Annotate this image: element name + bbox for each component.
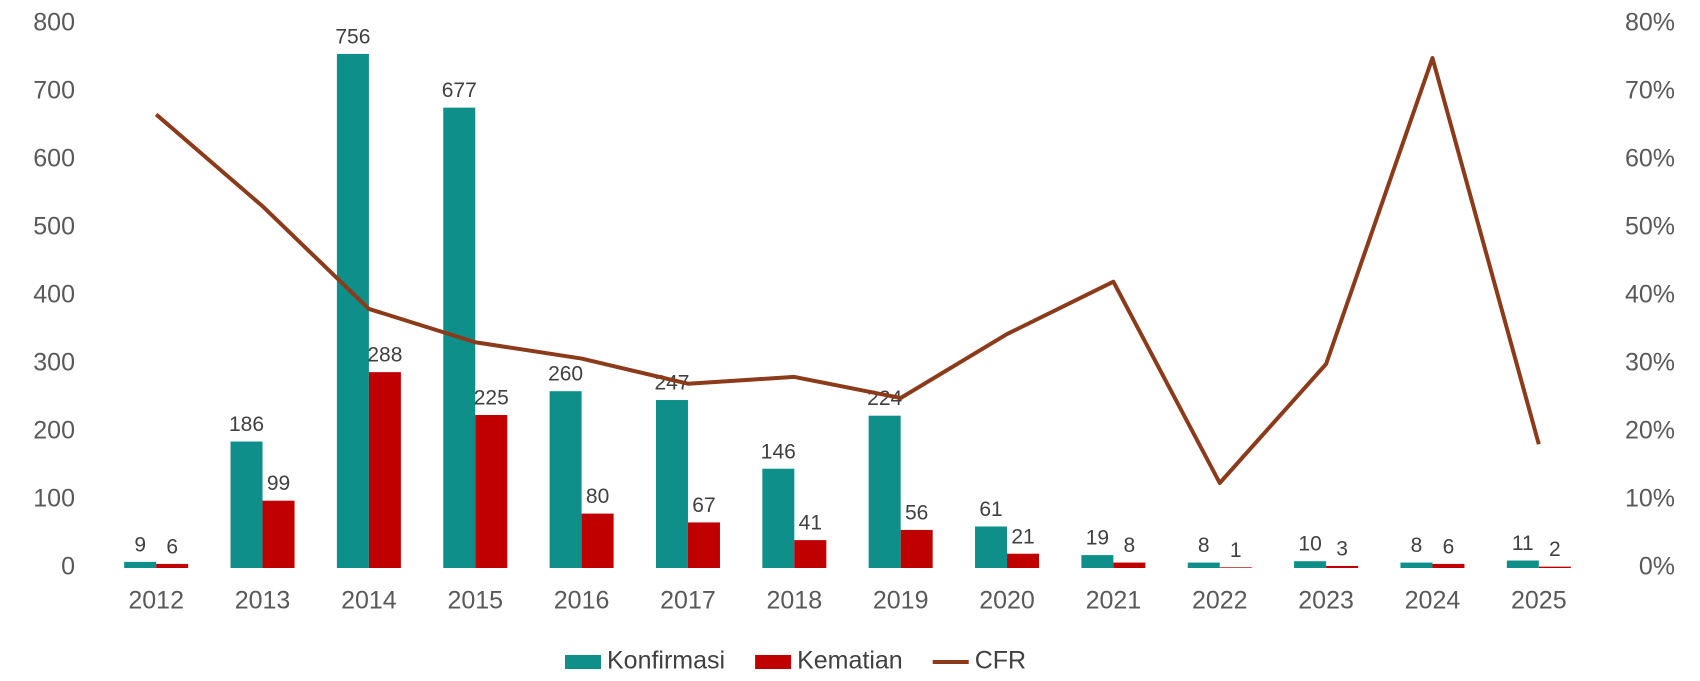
bar: [124, 561, 157, 568]
x-tick-label: 2014: [341, 587, 397, 615]
data-label: 288: [367, 344, 402, 367]
x-tick-label: 2018: [767, 587, 823, 615]
data-label: 8: [1124, 534, 1136, 557]
data-label: 146: [761, 440, 796, 463]
data-label: 6: [166, 535, 178, 558]
x-tick-label: 2023: [1298, 587, 1354, 615]
data-label: 41: [799, 512, 822, 535]
bar: [230, 441, 263, 568]
bar: [475, 415, 508, 568]
y-tick-label: 400: [33, 281, 75, 309]
legend-label: CFR: [975, 647, 1026, 675]
x-tick-label: 2015: [447, 587, 503, 615]
data-label: 225: [474, 387, 509, 410]
data-label: 9: [134, 533, 146, 556]
legend-swatch: [755, 655, 792, 669]
legend-swatch: [565, 655, 601, 669]
bar: [762, 468, 795, 568]
bar: [1506, 560, 1539, 568]
data-label: 21: [1011, 525, 1034, 548]
data-label: 67: [692, 494, 715, 517]
data-label: 8: [1411, 534, 1423, 557]
bar: [156, 563, 189, 568]
data-label: 2: [1549, 538, 1561, 561]
bar: [1326, 565, 1359, 568]
bar: [1538, 566, 1571, 568]
y2-tick-label: 30%: [1625, 349, 1675, 377]
bar: [1007, 553, 1040, 568]
y2-tick-label: 20%: [1625, 417, 1675, 445]
data-label: 10: [1298, 533, 1321, 556]
y-tick-label: 300: [33, 349, 75, 377]
y2-tick-label: 40%: [1625, 281, 1675, 309]
data-label: 56: [905, 501, 928, 524]
x-tick-label: 2012: [128, 587, 184, 615]
bar: [1294, 561, 1327, 568]
bar: [975, 526, 1008, 568]
y-tick-label: 500: [33, 213, 75, 241]
x-tick-label: 2024: [1405, 587, 1461, 615]
data-label: 19: [1086, 527, 1109, 550]
bar: [1187, 562, 1220, 568]
bar: [868, 415, 901, 568]
y-tick-label: 200: [33, 417, 75, 445]
data-label: 3: [1336, 538, 1348, 561]
bar: [1400, 562, 1433, 568]
bar: [336, 53, 369, 569]
y-tick-label: 800: [33, 9, 75, 37]
x-tick-label: 2019: [873, 587, 929, 615]
data-label: 260: [548, 363, 583, 386]
y2-tick-label: 60%: [1625, 145, 1675, 173]
data-label: 61: [979, 498, 1002, 521]
y-tick-label: 100: [33, 485, 75, 513]
x-tick-label: 2022: [1192, 587, 1248, 615]
x-tick-label: 2016: [554, 587, 610, 615]
data-label: 6: [1443, 535, 1455, 558]
bar: [262, 500, 295, 568]
bar: [900, 529, 933, 568]
y2-tick-label: 50%: [1625, 213, 1675, 241]
bar: [1432, 563, 1465, 568]
bar: [655, 400, 688, 568]
data-label: 8: [1198, 534, 1210, 557]
data-label: 677: [442, 79, 477, 102]
y2-tick-label: 70%: [1625, 77, 1675, 105]
bar: [1081, 555, 1114, 568]
x-tick-label: 2020: [979, 587, 1035, 615]
bar: [1113, 562, 1146, 568]
y2-tick-label: 80%: [1625, 9, 1675, 37]
bar: [1219, 567, 1252, 568]
data-label: 756: [335, 25, 370, 48]
y2-tick-label: 0%: [1639, 553, 1675, 581]
bar: [368, 372, 401, 568]
x-tick-label: 2017: [660, 587, 716, 615]
x-tick-label: 2021: [1086, 587, 1142, 615]
x-tick-label: 2025: [1511, 587, 1567, 615]
y-tick-label: 0: [61, 553, 75, 581]
data-label: 11: [1512, 532, 1534, 555]
line: [154, 56, 1541, 485]
data-label: 186: [229, 413, 264, 436]
legend-label: Kematian: [797, 647, 903, 675]
y-tick-label: 700: [33, 77, 75, 105]
data-label: 1: [1230, 539, 1242, 562]
y2-tick-label: 10%: [1625, 485, 1675, 513]
x-tick-label: 2013: [235, 587, 291, 615]
bar: [687, 522, 720, 568]
data-label: 80: [586, 485, 609, 508]
legend-label: Konfirmasi: [607, 647, 725, 675]
bar: [549, 391, 582, 568]
bar: [581, 513, 614, 568]
bar: [794, 540, 827, 568]
data-label: 99: [267, 472, 290, 495]
y-tick-label: 600: [33, 145, 75, 173]
